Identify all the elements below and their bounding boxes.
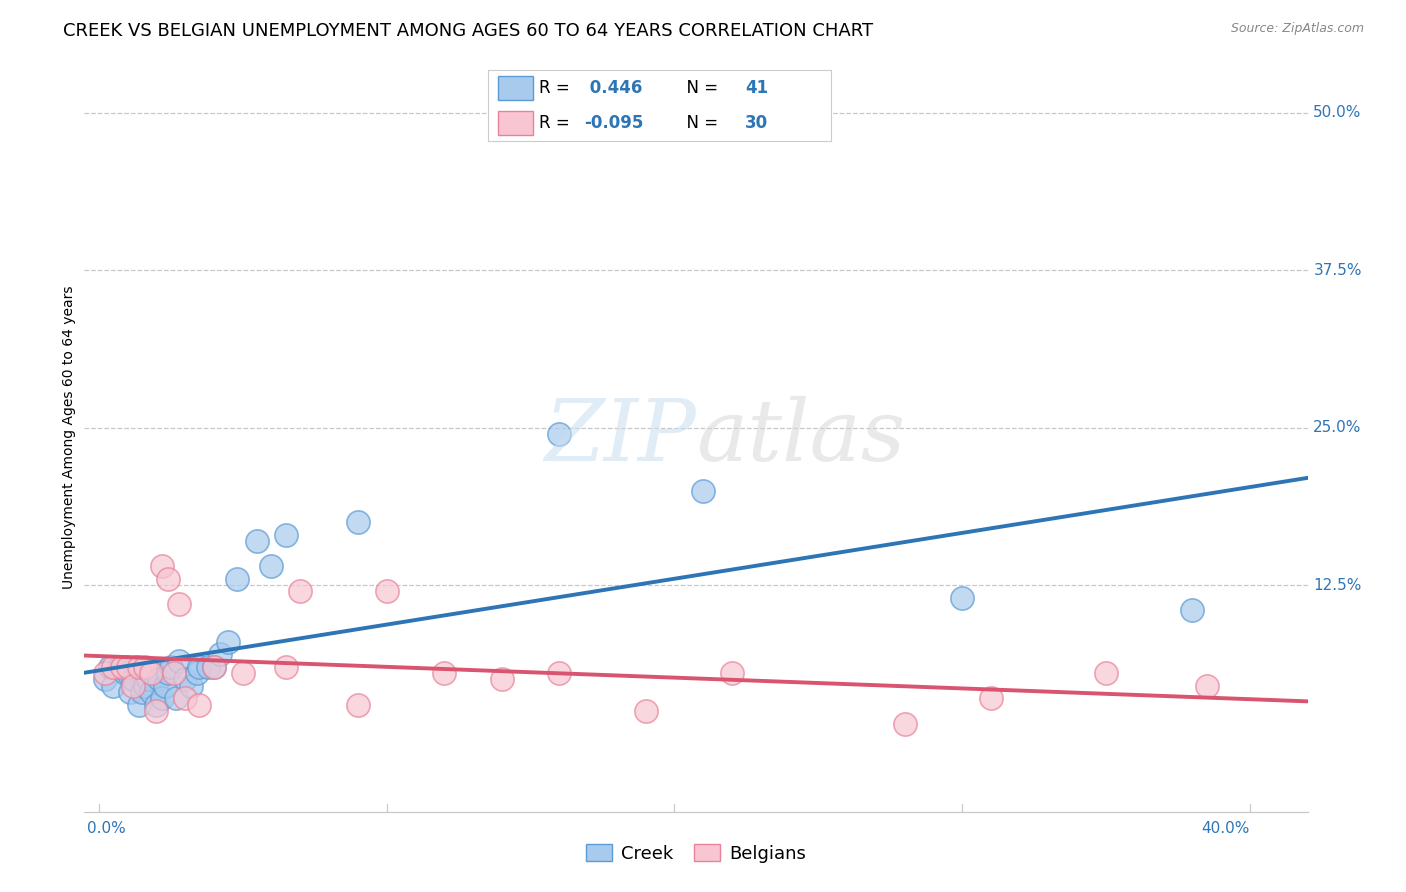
Point	[122, 673, 145, 687]
Point	[134, 660, 156, 674]
Point	[950, 591, 973, 605]
Point	[150, 691, 173, 706]
Point	[246, 533, 269, 548]
Point	[117, 666, 139, 681]
Point	[634, 704, 657, 718]
Text: 0.0%: 0.0%	[87, 821, 127, 836]
Text: 25.0%: 25.0%	[1313, 420, 1362, 435]
Point	[101, 660, 124, 674]
Point	[692, 483, 714, 498]
Point	[721, 666, 744, 681]
Point	[120, 685, 142, 699]
Point	[225, 572, 247, 586]
Point	[156, 666, 179, 681]
Point	[166, 691, 188, 706]
Point	[197, 660, 219, 674]
Point	[162, 666, 184, 681]
Point	[134, 679, 156, 693]
Point	[114, 666, 136, 681]
Point	[159, 660, 181, 674]
Point	[169, 654, 191, 668]
Point	[548, 666, 571, 681]
Point	[208, 648, 231, 662]
Point	[274, 527, 297, 541]
Point	[180, 679, 202, 693]
Point	[139, 685, 162, 699]
Point	[93, 673, 115, 687]
Point	[491, 673, 513, 687]
Point	[202, 660, 225, 674]
Point	[1095, 666, 1118, 681]
Text: atlas: atlas	[696, 396, 905, 478]
Point	[98, 660, 121, 674]
Point	[93, 666, 115, 681]
Point	[217, 634, 239, 648]
Point	[202, 660, 225, 674]
Point	[111, 660, 134, 674]
Point	[108, 660, 131, 674]
Text: ZIP: ZIP	[544, 396, 696, 478]
Point	[174, 691, 197, 706]
Point	[232, 666, 254, 681]
Point	[131, 685, 153, 699]
Point	[893, 716, 915, 731]
Text: 37.5%: 37.5%	[1313, 263, 1362, 277]
Text: 50.0%: 50.0%	[1313, 105, 1362, 120]
Point	[145, 698, 167, 712]
Point	[188, 660, 211, 674]
Point	[128, 660, 150, 674]
Point	[260, 559, 283, 574]
Point	[139, 666, 162, 681]
Point	[1195, 679, 1218, 693]
Point	[169, 597, 191, 611]
Point	[174, 673, 197, 687]
Legend: Creek, Belgians: Creek, Belgians	[579, 837, 813, 870]
Point	[375, 584, 398, 599]
Point	[156, 572, 179, 586]
Point	[142, 666, 165, 681]
Point	[548, 426, 571, 441]
Point	[290, 584, 312, 599]
Point	[117, 660, 139, 674]
Point	[150, 559, 173, 574]
Point	[1181, 603, 1204, 617]
Point	[136, 673, 159, 687]
Text: 12.5%: 12.5%	[1313, 577, 1362, 592]
Y-axis label: Unemployment Among Ages 60 to 64 years: Unemployment Among Ages 60 to 64 years	[62, 285, 76, 589]
Point	[274, 660, 297, 674]
Point	[980, 691, 1002, 706]
Point	[346, 698, 368, 712]
Point	[145, 704, 167, 718]
Point	[125, 660, 148, 674]
Text: CREEK VS BELGIAN UNEMPLOYMENT AMONG AGES 60 TO 64 YEARS CORRELATION CHART: CREEK VS BELGIAN UNEMPLOYMENT AMONG AGES…	[63, 22, 873, 40]
Point	[433, 666, 456, 681]
Point	[122, 679, 145, 693]
Text: 40.0%: 40.0%	[1202, 821, 1250, 836]
Text: Source: ZipAtlas.com: Source: ZipAtlas.com	[1230, 22, 1364, 36]
Point	[128, 698, 150, 712]
Point	[186, 666, 208, 681]
Point	[101, 679, 124, 693]
Point	[346, 515, 368, 529]
Point	[188, 698, 211, 712]
Point	[111, 660, 134, 674]
Point	[153, 679, 176, 693]
Point	[148, 673, 170, 687]
